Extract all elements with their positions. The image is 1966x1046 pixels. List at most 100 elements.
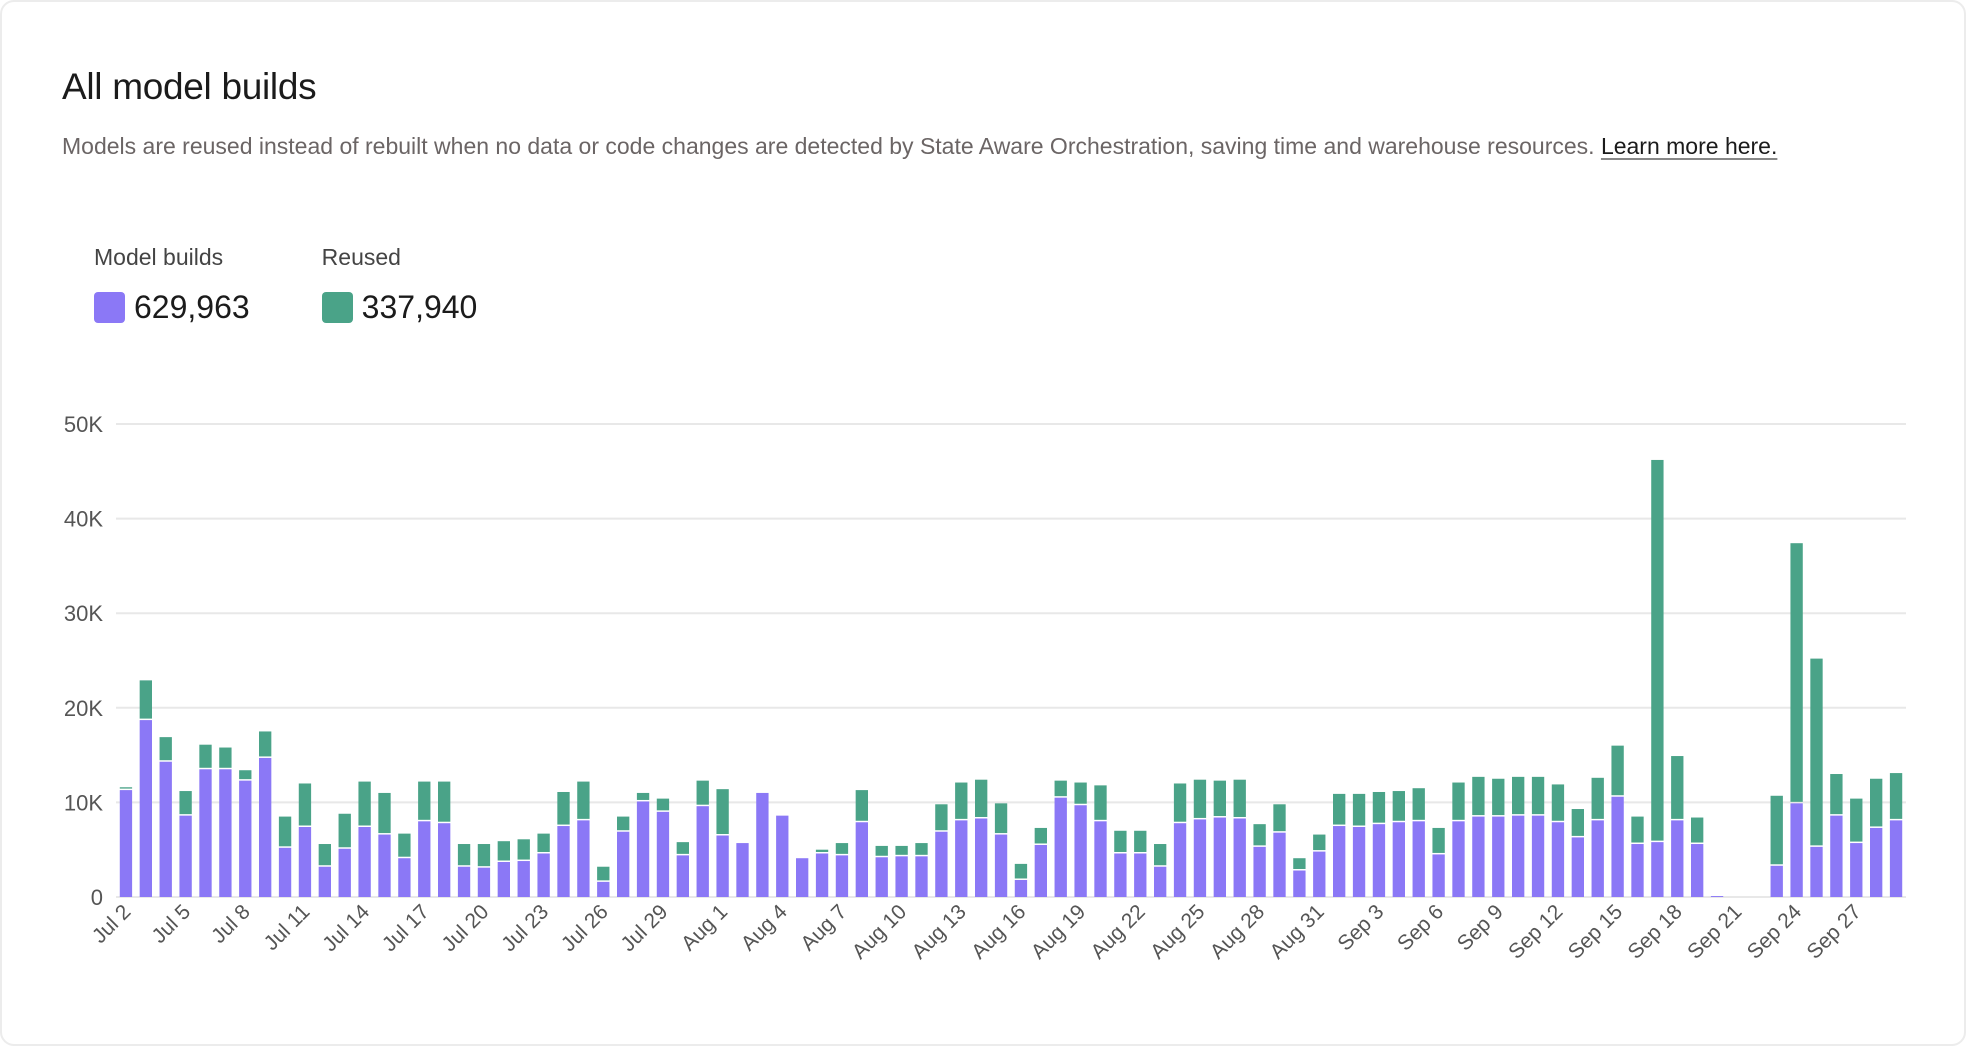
bar-reused: [855, 790, 868, 821]
bar-reused: [438, 781, 451, 822]
bar-reused: [1094, 785, 1107, 820]
y-tick-label: 40K: [64, 507, 103, 532]
bar-reused: [617, 816, 630, 831]
bar-model-builds: [1432, 854, 1445, 897]
bar-reused: [1412, 788, 1425, 820]
bar-model-builds: [457, 866, 471, 897]
bar-model-builds: [915, 856, 928, 897]
bar-reused: [716, 789, 729, 835]
x-tick-label: Sep 27: [1802, 900, 1865, 963]
bar-reused: [278, 816, 292, 847]
bar-reused: [1173, 783, 1187, 822]
bar-reused: [1512, 776, 1525, 815]
bar-reused: [1014, 863, 1028, 879]
bar-model-builds: [1233, 818, 1246, 897]
bar-model-builds: [537, 853, 550, 897]
learn-more-link[interactable]: Learn more here.: [1600, 133, 1778, 159]
bar-reused: [1651, 459, 1664, 841]
y-tick-label: 20K: [64, 696, 103, 721]
x-tick-label: Sep 9: [1453, 900, 1508, 955]
description-text: Models are reused instead of rebuilt whe…: [62, 133, 1595, 159]
x-tick-label: Aug 19: [1027, 900, 1090, 963]
bar-reused: [239, 770, 252, 780]
legend-label: Reused: [321, 244, 401, 270]
bar-reused: [1571, 809, 1584, 836]
bar-reused: [895, 845, 908, 855]
bar-reused: [1790, 543, 1803, 802]
bar-model-builds: [736, 843, 749, 897]
bar-model-builds: [1889, 820, 1903, 897]
x-tick-label: Aug 16: [967, 900, 1030, 963]
bar-model-builds: [1631, 844, 1644, 897]
bar-model-builds: [1054, 797, 1067, 897]
x-tick-label: Aug 10: [848, 900, 911, 963]
bar-reused: [398, 833, 411, 857]
bar-model-builds: [597, 881, 610, 897]
y-tick-label: 0: [91, 885, 103, 910]
legend: Model builds 629,963 Reused 337,940: [94, 244, 477, 326]
bar-reused: [815, 849, 829, 852]
bar-model-builds: [1074, 805, 1087, 897]
bar-reused: [1392, 791, 1405, 821]
bar-reused: [1233, 779, 1246, 817]
bar-reused: [179, 791, 192, 815]
bar-model-builds: [716, 835, 729, 897]
bar-model-builds: [1372, 824, 1386, 897]
x-tick-label: Aug 25: [1146, 900, 1209, 963]
bar-model-builds: [1352, 826, 1366, 897]
bar-reused: [1333, 793, 1346, 825]
bar-reused: [1531, 776, 1545, 815]
bar-model-builds: [1810, 846, 1823, 897]
bar-reused: [656, 798, 670, 811]
card-title: All model builds: [62, 66, 317, 107]
bar-model-builds: [239, 780, 252, 897]
bar-reused: [1870, 778, 1883, 827]
bar-reused: [557, 791, 570, 825]
x-tick-label: Aug 22: [1086, 900, 1149, 963]
bar-reused: [477, 844, 491, 867]
x-tick-label: Jul 20: [438, 900, 494, 956]
bar-reused: [1611, 745, 1624, 796]
bar-model-builds: [1611, 796, 1624, 897]
bar-reused: [1492, 778, 1505, 816]
x-tick-label: Jul 17: [378, 900, 434, 956]
bar-model-builds: [179, 815, 192, 897]
bar-model-builds: [318, 866, 331, 897]
bar-model-builds: [1114, 853, 1127, 897]
bar-reused: [1810, 658, 1823, 846]
bar-model-builds: [1193, 819, 1207, 897]
bar-model-builds: [796, 858, 809, 897]
y-tick-label: 10K: [64, 790, 103, 815]
bar-model-builds: [358, 826, 371, 897]
bar-reused: [159, 737, 172, 761]
bar-model-builds: [219, 769, 232, 897]
x-tick-label: Aug 1: [677, 900, 732, 955]
x-tick-label: Jul 23: [497, 900, 553, 956]
bar-reused: [1472, 776, 1485, 816]
bar-reused: [1671, 756, 1684, 819]
x-tick-label: Aug 7: [796, 900, 851, 955]
bar-model-builds: [1651, 842, 1664, 897]
legend-item-reused: Reused 337,940: [321, 244, 477, 326]
y-tick-label: 50K: [64, 412, 103, 437]
bar-model-builds: [895, 856, 908, 897]
bar-reused: [358, 781, 371, 826]
bar-reused: [1193, 779, 1207, 818]
bar-reused: [338, 813, 351, 848]
bar-model-builds: [477, 867, 491, 897]
bar-model-builds: [855, 822, 868, 897]
legend-value: 629,963: [134, 289, 250, 325]
x-tick-label: Sep 21: [1683, 900, 1746, 963]
x-tick-label: Jul 26: [557, 900, 613, 956]
bar-model-builds: [835, 855, 849, 897]
bar-model-builds: [776, 815, 789, 897]
x-tick-label: Aug 28: [1206, 900, 1269, 963]
bar-reused: [1631, 816, 1644, 843]
bar-reused: [318, 844, 331, 866]
bar-reused: [537, 833, 550, 852]
bar-model-builds: [1313, 851, 1326, 897]
bar-reused: [1213, 780, 1226, 817]
bar-model-builds: [139, 720, 152, 897]
bar-reused: [1691, 817, 1704, 843]
bar-model-builds: [298, 826, 312, 897]
